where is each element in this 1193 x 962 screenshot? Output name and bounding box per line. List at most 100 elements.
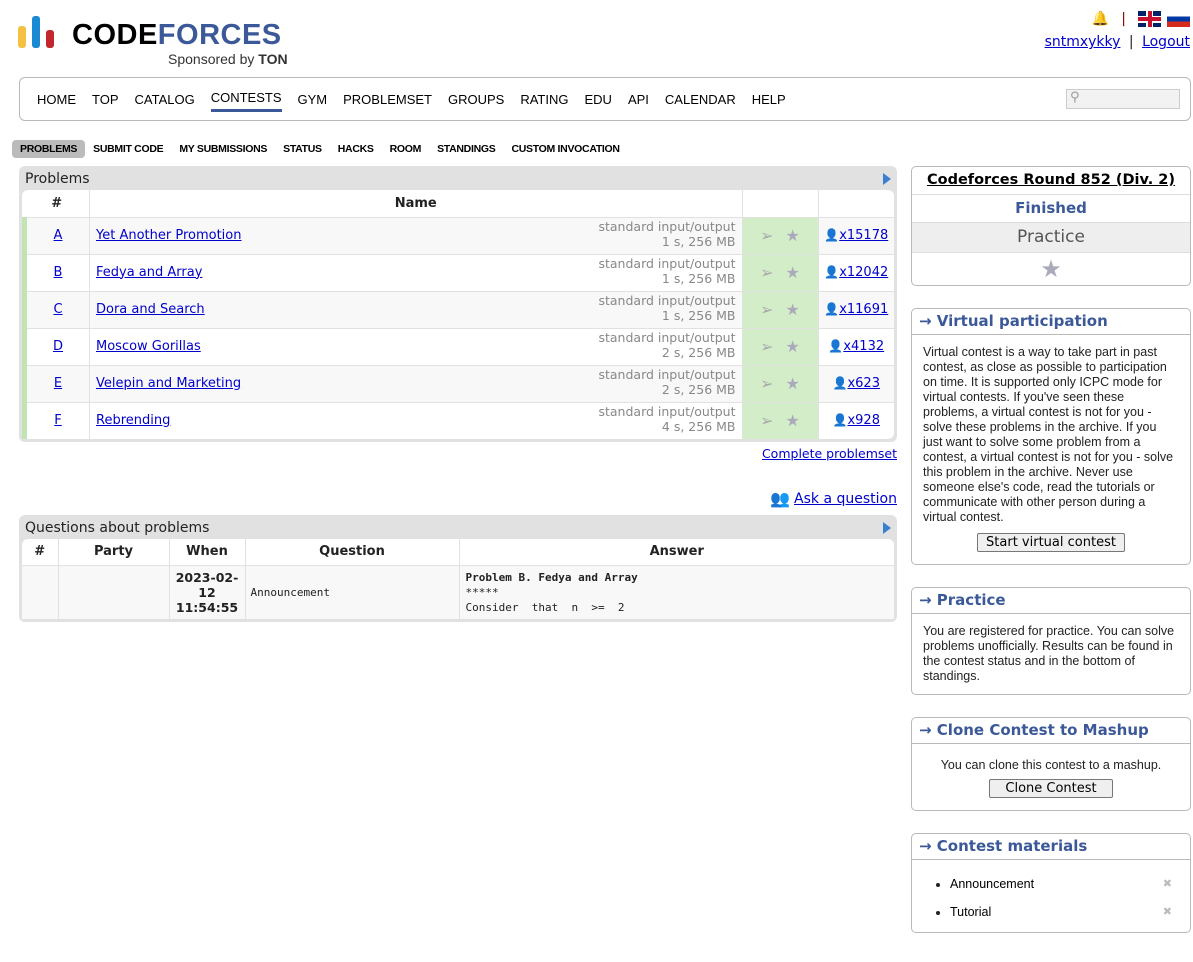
menu-contests[interactable]: CONTESTS	[210, 86, 282, 112]
tab-status[interactable]: STATUS	[283, 143, 322, 155]
expand-arrow-icon[interactable]	[883, 521, 891, 534]
russia-flag-icon[interactable]	[1167, 11, 1190, 27]
solved-count-link[interactable]: x4132	[843, 339, 885, 354]
problem-io: standard input/output	[598, 292, 736, 308]
problems-title: Problems	[25, 171, 90, 187]
menu-calendar[interactable]: CALENDAR	[664, 91, 736, 107]
logout-link[interactable]: Logout	[1142, 34, 1190, 50]
problems-table: # Name A Yet Another Promotion standard …	[22, 190, 894, 439]
close-icon[interactable]: ✖	[1162, 878, 1172, 890]
practice-text: You are registered for practice. You can…	[923, 624, 1175, 683]
contest-status: Finished	[912, 195, 1190, 223]
close-icon[interactable]: ✖	[1162, 906, 1172, 918]
problem-index-link[interactable]: D	[52, 339, 63, 354]
problem-index-link[interactable]: B	[53, 265, 63, 280]
problem-index-link[interactable]: F	[54, 413, 62, 428]
solved-count-link[interactable]: x623	[847, 376, 880, 391]
contest-name-link[interactable]: Codeforces Round 852 (Div. 2)	[926, 172, 1176, 188]
favorite-star-icon[interactable]: ★	[785, 226, 800, 245]
solved-count-link[interactable]: x928	[847, 413, 880, 428]
favorite-star-icon[interactable]: ★	[785, 263, 800, 282]
tab-submit-code[interactable]: SUBMIT CODE	[93, 143, 164, 155]
problem-name-link[interactable]: Rebrending	[96, 412, 171, 428]
menu-home[interactable]: HOME	[37, 91, 76, 107]
menu-top[interactable]: TOP	[92, 91, 119, 107]
ask-question-link[interactable]: Ask a question	[794, 490, 897, 507]
problem-index-link[interactable]: C	[53, 302, 63, 317]
complete-problemset-link[interactable]: Complete problemset	[761, 445, 897, 461]
problem-io: standard input/output	[598, 218, 736, 234]
problem-name-link[interactable]: Yet Another Promotion	[96, 227, 242, 243]
logo-bars-icon	[18, 16, 62, 48]
uk-flag-icon[interactable]	[1138, 11, 1161, 27]
submit-icon[interactable]: ➢	[760, 263, 774, 282]
submit-icon[interactable]: ➢	[760, 226, 774, 245]
favorite-star-icon[interactable]: ★	[785, 411, 800, 430]
tab-my-submissions[interactable]: MY SUBMISSIONS	[179, 143, 268, 155]
col-name: Name	[89, 190, 742, 217]
submit-icon[interactable]: ➢	[760, 337, 774, 356]
problem-name-link[interactable]: Dora and Search	[96, 301, 205, 317]
solved-count-link[interactable]: x12042	[839, 265, 889, 280]
submit-icon[interactable]: ➢	[760, 411, 774, 430]
favorite-star-icon[interactable]: ★	[785, 337, 800, 356]
problems-box: Problems # Name A Yet Another Promotion …	[19, 166, 897, 442]
question-row: 2023-02-12 11:54:55 Announcement Problem…	[22, 565, 894, 619]
problem-name-link[interactable]: Moscow Gorillas	[96, 338, 201, 354]
main-column: Problems # Name A Yet Another Promotion …	[19, 166, 897, 622]
user-icon: 👤	[824, 265, 840, 279]
material-item: Tutorial ✖	[950, 898, 1172, 926]
expand-arrow-icon[interactable]	[883, 173, 891, 185]
tab-hacks[interactable]: HACKS	[337, 143, 374, 155]
submit-icon[interactable]: ➢	[760, 300, 774, 319]
menu-problemset[interactable]: PROBLEMSET	[343, 91, 432, 107]
practice-box: → Practice You are registered for practi…	[911, 587, 1191, 695]
menu-api[interactable]: API	[627, 91, 649, 107]
start-virtual-contest-button[interactable]: Start virtual contest	[977, 533, 1125, 552]
material-tutorial-link[interactable]: Tutorial	[950, 905, 992, 919]
problem-row: B Fedya and Array standard input/output 1…	[22, 253, 894, 291]
menu-help[interactable]: HELP	[751, 91, 786, 107]
col-question: Question	[244, 538, 459, 566]
clone-contest-button[interactable]: Clone Contest	[989, 779, 1113, 798]
solved-count-link[interactable]: x15178	[839, 228, 889, 243]
virtual-title: → Virtual participation	[912, 309, 1190, 335]
problem-row: C Dora and Search standard input/output 1…	[22, 290, 894, 328]
problem-limits: 1 s, 256 MB	[661, 270, 736, 286]
menu-edu[interactable]: EDU	[584, 91, 612, 107]
search-input[interactable]: ⚲	[1066, 89, 1180, 109]
problem-name-link[interactable]: Velepin and Marketing	[96, 375, 242, 391]
menu-rating[interactable]: RATING	[520, 91, 569, 107]
clone-title: → Clone Contest to Mashup	[912, 718, 1190, 744]
problem-io: standard input/output	[598, 329, 736, 345]
menu-catalog[interactable]: CATALOG	[134, 91, 195, 107]
question-num	[22, 565, 58, 619]
problem-index-link[interactable]: A	[53, 228, 63, 243]
tab-problems[interactable]: PROBLEMS	[12, 140, 86, 158]
menu-groups[interactable]: GROUPS	[447, 91, 505, 107]
tab-room[interactable]: ROOM	[389, 143, 422, 155]
menu-gym[interactable]: GYM	[297, 91, 328, 107]
tab-standings[interactable]: STANDINGS	[437, 143, 496, 155]
submit-icon[interactable]: ➢	[760, 374, 774, 393]
tab-custom-invocation[interactable]: CUSTOM INVOCATION	[511, 143, 620, 155]
favorite-star-icon[interactable]: ★	[785, 374, 800, 393]
username-link[interactable]: sntmxykky	[1044, 34, 1121, 50]
contest-mode: Practice	[912, 223, 1190, 253]
codeforces-logo[interactable]: CODEFORCES Sponsored by TON	[18, 14, 318, 70]
material-announcement-link[interactable]: Announcement	[950, 877, 1035, 891]
favorite-star-icon[interactable]: ★	[1040, 255, 1062, 283]
problem-limits: 2 s, 256 MB	[661, 381, 736, 397]
favorite-star-icon[interactable]: ★	[785, 300, 800, 319]
questions-box: Questions about problems # Party When Qu…	[19, 514, 897, 622]
problem-name-link[interactable]: Fedya and Array	[96, 264, 203, 280]
search-icon: ⚲	[1070, 90, 1080, 105]
col-solved	[817, 190, 894, 217]
question-text: Announcement	[244, 565, 459, 619]
practice-title: → Practice	[912, 588, 1190, 614]
contest-subnav: PROBLEMS SUBMIT CODE MY SUBMISSIONS STAT…	[12, 140, 628, 158]
solved-count-link[interactable]: x11691	[839, 302, 889, 317]
bell-icon[interactable]: 🔔	[1091, 11, 1110, 27]
answer-line: Problem B. Fedya and Array	[465, 571, 638, 584]
problem-index-link[interactable]: E	[53, 376, 63, 391]
